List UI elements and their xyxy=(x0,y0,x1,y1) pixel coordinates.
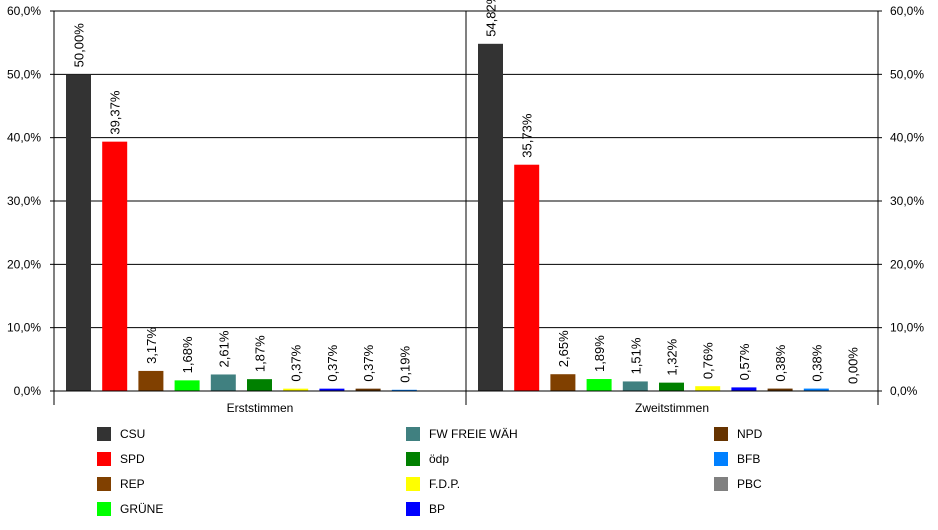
y-tick-label-right: 0,0% xyxy=(890,384,918,398)
y-tick-label-right: 40,0% xyxy=(890,131,924,145)
bar-7-0 xyxy=(319,388,345,391)
data-label-8-1: 0,38% xyxy=(773,344,788,381)
y-tick-label-left: 0,0% xyxy=(14,384,42,398)
data-label-7-0: 0,37% xyxy=(325,344,340,381)
y-tick-label-right: 60,0% xyxy=(890,4,924,18)
data-label-4-0: 2,61% xyxy=(216,330,231,367)
y-tick-label-left: 20,0% xyxy=(7,257,41,271)
data-label-2-0: 3,17% xyxy=(144,327,159,364)
bar-5-1 xyxy=(659,382,684,391)
data-label-1-0: 39,37% xyxy=(108,90,123,135)
data-label-9-1: 0,38% xyxy=(809,344,824,381)
bars xyxy=(66,43,829,391)
bar-3-0 xyxy=(174,380,200,391)
bar-3-1 xyxy=(586,379,612,391)
data-label-10-1: 0,00% xyxy=(846,347,861,384)
bar-5-0 xyxy=(247,379,272,391)
data-labels: 50,00% 39,37% 3,17% 1,68% 2,61% 1,87% 0,37% 0,3… xyxy=(72,0,861,384)
y-tick-label-right: 30,0% xyxy=(890,194,924,208)
data-label-6-0: 0,37% xyxy=(289,344,304,381)
bar-7-1 xyxy=(731,387,757,391)
y-tick-label-right: 50,0% xyxy=(890,67,924,81)
category-label-1: Zweitstimmen xyxy=(635,401,709,415)
data-label-0-0: 50,00% xyxy=(72,23,87,68)
data-label-5-0: 1,87% xyxy=(253,335,268,372)
bar-2-0 xyxy=(138,370,164,391)
data-label-5-1: 1,32% xyxy=(665,338,680,375)
data-label-7-1: 0,57% xyxy=(737,343,752,380)
bar-1-1 xyxy=(514,164,540,391)
data-label-3-1: 1,89% xyxy=(592,335,607,372)
bar-1-0 xyxy=(102,141,128,391)
y-tick-label-left: 40,0% xyxy=(7,131,41,145)
bar-2-1 xyxy=(550,374,576,391)
bar-8-1 xyxy=(767,388,793,391)
y-tick-label-left: 60,0% xyxy=(7,4,41,18)
y-tick-label-left: 10,0% xyxy=(7,321,41,335)
axes xyxy=(50,10,882,405)
bar-6-0 xyxy=(283,388,309,391)
y-tick-label-right: 20,0% xyxy=(890,257,924,271)
y-tick-label-left: 50,0% xyxy=(7,67,41,81)
data-label-8-0: 0,37% xyxy=(361,344,376,381)
data-label-2-1: 2,65% xyxy=(556,330,571,367)
bar-9-1 xyxy=(803,388,829,391)
bar-0-0 xyxy=(66,74,91,391)
bar-0-1 xyxy=(478,43,503,391)
data-label-3-0: 1,68% xyxy=(180,336,195,373)
bar-4-0 xyxy=(210,374,236,391)
y-tick-labels: 0,0% 0,0% 10,0% 10,0% 20,0% 20,0% 30,0% 30,0% 40… xyxy=(7,4,924,398)
data-label-0-1: 54,82% xyxy=(484,0,499,37)
data-label-9-0: 0,19% xyxy=(397,345,412,382)
bar-4-1 xyxy=(622,381,648,391)
category-labels: Erststimmen Zweitstimmen xyxy=(227,401,709,415)
category-label-0: Erststimmen xyxy=(227,401,294,415)
data-label-4-1: 1,51% xyxy=(628,337,643,374)
bar-9-0 xyxy=(391,389,417,391)
bar-8-0 xyxy=(355,388,381,391)
y-tick-label-right: 10,0% xyxy=(890,321,924,335)
data-label-6-1: 0,76% xyxy=(701,342,716,379)
bar-6-1 xyxy=(695,386,721,391)
data-label-1-1: 35,73% xyxy=(520,113,535,158)
y-tick-label-left: 30,0% xyxy=(7,194,41,208)
